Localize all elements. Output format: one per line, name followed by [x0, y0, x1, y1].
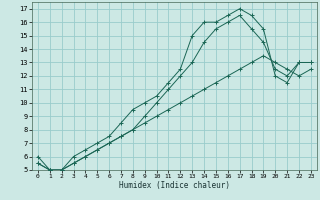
X-axis label: Humidex (Indice chaleur): Humidex (Indice chaleur) [119, 181, 230, 190]
